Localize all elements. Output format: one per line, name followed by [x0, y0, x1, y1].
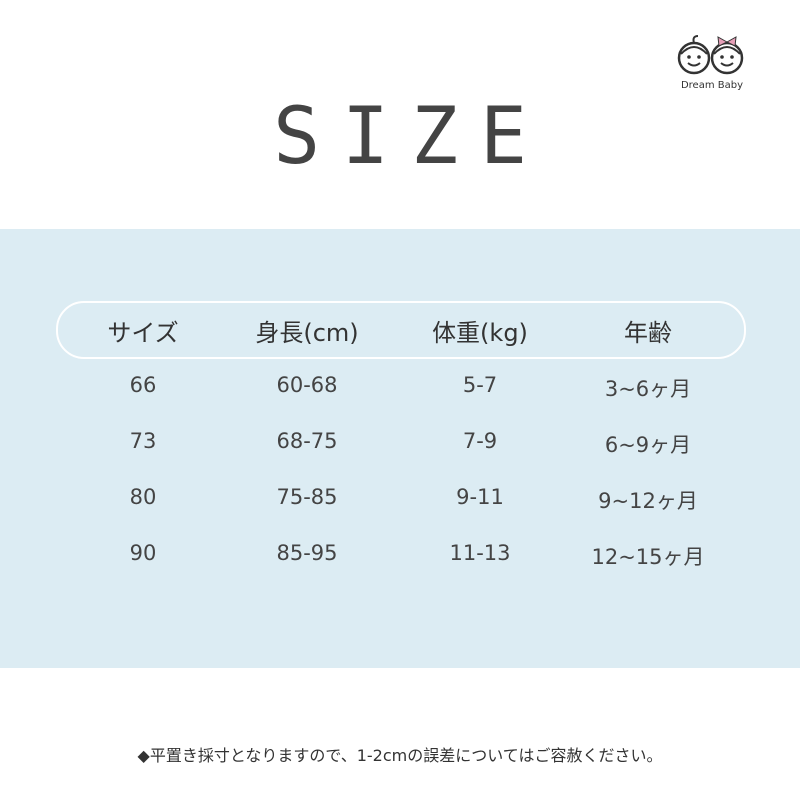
- column-header: 体重(kg): [432, 319, 528, 347]
- table-cell: 5-7: [462, 373, 498, 397]
- table-cell: 7-9: [462, 429, 498, 453]
- table-cell: 75-85: [276, 485, 338, 509]
- column-header: 身長(cm): [255, 319, 359, 347]
- table-cell: 3~6ヶ月: [604, 377, 692, 401]
- size-table-panel: サイズ 身長(cm) 体重(kg) 年齢 66 60-68 5-7 3~6ヶ月 73 68-75 7…: [0, 229, 800, 668]
- table-cell: 66: [129, 373, 157, 397]
- table-header-pill: [56, 301, 746, 359]
- table-cell: 60-68: [276, 373, 338, 397]
- footer-note: ◆平置き採寸となりますので、1-2cmの誤差についてはご容赦ください。: [137, 746, 663, 765]
- dream-baby-logo: Dream Baby: [672, 30, 752, 100]
- table-cell: 12~15ヶ月: [591, 545, 705, 569]
- page-title: SIZE: [273, 92, 549, 182]
- table-cell: 85-95: [276, 541, 338, 565]
- logo-text: Dream Baby: [680, 80, 744, 91]
- column-header: 年齢: [624, 319, 672, 347]
- baby-faces-icon: [677, 35, 744, 75]
- table-cell: 73: [129, 429, 157, 453]
- column-header: サイズ: [107, 319, 179, 347]
- table-cell: 68-75: [276, 429, 338, 453]
- table-cell: 11-13: [449, 541, 511, 565]
- table-cell: 90: [129, 541, 157, 565]
- table-cell: 80: [129, 485, 157, 509]
- table-cell: 9~12ヶ月: [598, 489, 698, 513]
- table-cell: 6~9ヶ月: [604, 433, 692, 457]
- table-cell: 9-11: [456, 485, 504, 509]
